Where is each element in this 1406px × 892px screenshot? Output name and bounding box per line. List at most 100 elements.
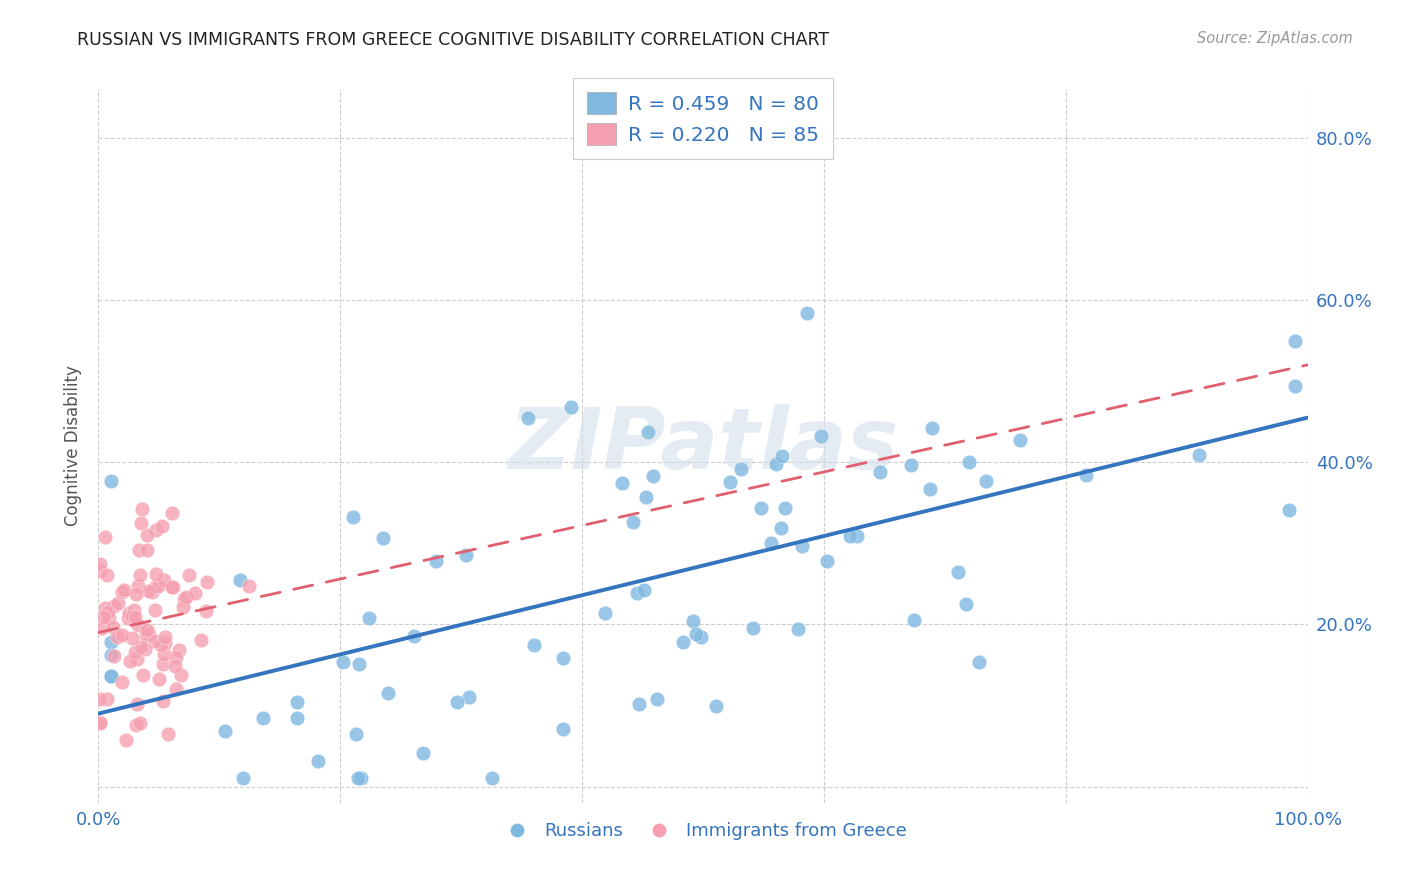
Point: [238, 578, 260, 592]
Point: [152, 657, 174, 672]
Point: [815, 553, 838, 567]
Point: [626, 585, 648, 599]
Point: [141, 585, 163, 599]
Point: [214, 724, 236, 739]
Point: [103, 620, 125, 634]
Point: [787, 622, 810, 636]
Point: [145, 579, 167, 593]
Point: [129, 716, 152, 731]
Point: [792, 539, 814, 553]
Point: [741, 621, 763, 635]
Point: [152, 573, 174, 587]
Point: [183, 585, 205, 599]
Point: [523, 639, 546, 653]
Point: [145, 566, 167, 581]
Point: [107, 597, 129, 611]
Point: [97, 611, 120, 625]
Point: [796, 306, 818, 320]
Point: [100, 648, 122, 662]
Point: [89, 691, 111, 706]
Point: [593, 606, 616, 620]
Point: [157, 726, 180, 740]
Point: [173, 592, 195, 607]
Point: [1008, 433, 1031, 447]
Point: [627, 697, 650, 711]
Point: [172, 600, 194, 615]
Point: [770, 449, 793, 463]
Point: [704, 699, 727, 714]
Point: [371, 532, 394, 546]
Point: [689, 630, 711, 644]
Point: [285, 711, 308, 725]
Point: [150, 638, 173, 652]
Text: RUSSIAN VS IMMIGRANTS FROM GREECE COGNITIVE DISABILITY CORRELATION CHART: RUSSIAN VS IMMIGRANTS FROM GREECE COGNIT…: [77, 31, 830, 49]
Point: [1188, 448, 1211, 462]
Point: [344, 727, 367, 741]
Point: [112, 583, 135, 598]
Point: [195, 604, 218, 618]
Point: [957, 455, 980, 469]
Point: [765, 457, 787, 471]
Point: [145, 524, 167, 538]
Point: [190, 633, 212, 648]
Point: [131, 501, 153, 516]
Point: [111, 675, 134, 690]
Point: [974, 474, 997, 488]
Point: [138, 627, 160, 641]
Point: [633, 582, 655, 597]
Point: [846, 528, 869, 542]
Point: [560, 400, 582, 414]
Point: [967, 655, 990, 669]
Point: [150, 519, 173, 533]
Y-axis label: Cognitive Disability: Cognitive Disability: [63, 366, 82, 526]
Point: [134, 642, 156, 657]
Point: [730, 461, 752, 475]
Point: [307, 754, 329, 768]
Point: [342, 509, 364, 524]
Point: [457, 690, 479, 704]
Point: [135, 528, 157, 542]
Point: [94, 530, 117, 544]
Point: [125, 718, 148, 732]
Point: [163, 659, 186, 673]
Point: [810, 428, 832, 442]
Point: [89, 716, 111, 731]
Point: [103, 599, 125, 613]
Point: [89, 558, 111, 572]
Point: [551, 650, 574, 665]
Point: [122, 602, 145, 616]
Point: [287, 695, 309, 709]
Point: [100, 635, 122, 649]
Point: [96, 691, 118, 706]
Point: [920, 483, 942, 497]
Point: [111, 584, 134, 599]
Point: [612, 476, 634, 491]
Point: [155, 636, 177, 650]
Point: [100, 475, 122, 489]
Point: [115, 732, 138, 747]
Point: [759, 536, 782, 550]
Point: [129, 516, 152, 530]
Point: [170, 668, 193, 682]
Point: [153, 630, 176, 644]
Point: [637, 425, 659, 439]
Point: [955, 597, 977, 611]
Point: [412, 746, 434, 760]
Point: [125, 587, 148, 601]
Point: [1074, 467, 1097, 482]
Point: [129, 640, 152, 654]
Point: [167, 642, 190, 657]
Point: [143, 633, 166, 648]
Point: [143, 603, 166, 617]
Point: [138, 584, 160, 599]
Point: [232, 772, 254, 786]
Point: [481, 772, 503, 786]
Point: [718, 475, 741, 490]
Point: [89, 714, 111, 729]
Point: [148, 672, 170, 686]
Point: [177, 568, 200, 582]
Point: [165, 681, 187, 696]
Point: [162, 506, 184, 520]
Point: [454, 548, 477, 562]
Text: Source: ZipAtlas.com: Source: ZipAtlas.com: [1197, 31, 1353, 46]
